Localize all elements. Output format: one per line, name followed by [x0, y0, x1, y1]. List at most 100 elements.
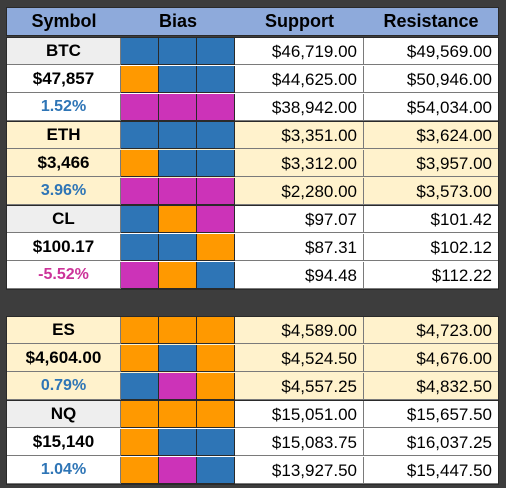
resistance-cell[interactable]: $15,657.50 [364, 401, 498, 428]
bias-cell-orange[interactable] [159, 206, 197, 233]
support-cell[interactable]: $4,557.25 [235, 373, 364, 400]
bias-cell-blue[interactable] [121, 373, 159, 400]
resistance-cell[interactable]: $4,832.50 [364, 373, 498, 400]
bias-cell-orange[interactable] [197, 373, 235, 400]
bias-cell-magenta[interactable] [159, 178, 197, 205]
bias-cell-blue[interactable] [159, 122, 197, 149]
support-cell[interactable]: $4,589.00 [235, 317, 364, 344]
symbol-cell[interactable]: CL [7, 206, 121, 233]
bias-cell-orange[interactable] [121, 317, 159, 344]
resistance-cell[interactable]: $101.42 [364, 206, 498, 233]
resistance-cell[interactable]: $112.22 [364, 262, 498, 289]
bias-cell-blue[interactable] [197, 150, 235, 177]
symbol-cell[interactable]: BTC [7, 38, 121, 65]
table-row: $3,466 $3,312.00 $3,957.00 [7, 150, 498, 177]
price-cell[interactable]: $3,466 [7, 150, 121, 177]
change-cell[interactable]: -5.52% [7, 262, 121, 289]
bias-cell-blue[interactable] [159, 38, 197, 65]
price-cell[interactable]: $15,140 [7, 429, 121, 456]
table-row: -5.52% $94.48 $112.22 [7, 262, 498, 289]
bias-cell-magenta[interactable] [159, 94, 197, 121]
bias-cell-blue[interactable] [197, 66, 235, 93]
support-cell[interactable]: $3,312.00 [235, 150, 364, 177]
support-cell[interactable]: $4,524.50 [235, 345, 364, 372]
bias-cell-magenta[interactable] [159, 457, 197, 484]
bias-cell-magenta[interactable] [197, 206, 235, 233]
bias-cell-orange[interactable] [121, 401, 159, 428]
support-cell[interactable]: $46,719.00 [235, 38, 364, 65]
resistance-cell[interactable]: $15,447.50 [364, 457, 498, 484]
bias-cell-blue[interactable] [159, 345, 197, 372]
support-cell[interactable]: $94.48 [235, 262, 364, 289]
support-cell[interactable]: $38,942.00 [235, 94, 364, 121]
price-cell[interactable]: $47,857 [7, 66, 121, 93]
symbol-group: CL $97.07 $101.42 $100.17 $87.31 $102.12 -5.52… [6, 205, 499, 290]
bias-cell-orange[interactable] [197, 401, 235, 428]
bias-cell-orange[interactable] [197, 234, 235, 261]
bias-cell-blue[interactable] [159, 429, 197, 456]
bias-cell-blue[interactable] [121, 38, 159, 65]
symbol-cell[interactable]: ES [7, 317, 121, 344]
bias-cell-orange[interactable] [197, 345, 235, 372]
support-cell[interactable]: $3,351.00 [235, 122, 364, 149]
bias-cell-blue[interactable] [121, 234, 159, 261]
table-row: ES $4,589.00 $4,723.00 [7, 317, 498, 344]
bias-cell-orange[interactable] [197, 317, 235, 344]
support-cell[interactable]: $13,927.50 [235, 457, 364, 484]
bias-cell-blue[interactable] [197, 429, 235, 456]
bias-cell-orange[interactable] [159, 317, 197, 344]
bias-cell-orange[interactable] [159, 401, 197, 428]
bias-cell-orange[interactable] [121, 429, 159, 456]
bias-cell-orange[interactable] [159, 262, 197, 289]
bias-cell-orange[interactable] [121, 457, 159, 484]
change-cell[interactable]: 1.04% [7, 457, 121, 484]
change-cell[interactable]: 1.52% [7, 94, 121, 121]
header-symbol[interactable]: Symbol [31, 11, 97, 31]
bias-cell-magenta[interactable] [121, 94, 159, 121]
bias-cell-blue[interactable] [197, 38, 235, 65]
bias-cell-blue[interactable] [197, 122, 235, 149]
support-cell[interactable]: $15,083.75 [235, 429, 364, 456]
bias-cell-magenta[interactable] [159, 373, 197, 400]
resistance-cell[interactable]: $4,723.00 [364, 317, 498, 344]
bias-cell-blue[interactable] [159, 150, 197, 177]
symbol-cell[interactable]: NQ [7, 401, 121, 428]
bias-cell-blue[interactable] [121, 122, 159, 149]
support-cell[interactable]: $2,280.00 [235, 178, 364, 205]
bias-cell-magenta[interactable] [197, 178, 235, 205]
bias-cell-orange[interactable] [121, 150, 159, 177]
bias-cell-blue[interactable] [197, 262, 235, 289]
resistance-cell[interactable]: $102.12 [364, 234, 498, 261]
header-bias[interactable]: Bias [158, 11, 198, 31]
price-cell[interactable]: $4,604.00 [7, 345, 121, 372]
header-support[interactable]: Support [265, 11, 334, 31]
bias-cell-magenta[interactable] [197, 94, 235, 121]
resistance-cell[interactable]: $16,037.25 [364, 429, 498, 456]
bias-cell-magenta[interactable] [121, 178, 159, 205]
table-row: $47,857 $44,625.00 $50,946.00 [7, 66, 498, 93]
header-resistance[interactable]: Resistance [383, 11, 479, 31]
bias-cell-orange[interactable] [121, 345, 159, 372]
resistance-cell[interactable]: $4,676.00 [364, 345, 498, 372]
support-cell[interactable]: $87.31 [235, 234, 364, 261]
symbol-cell[interactable]: ETH [7, 122, 121, 149]
bias-cell-magenta[interactable] [121, 262, 159, 289]
change-cell[interactable]: 0.79% [7, 373, 121, 400]
bias-cell-blue[interactable] [197, 457, 235, 484]
resistance-cell[interactable]: $54,034.00 [364, 94, 498, 121]
change-cell[interactable]: 3.96% [7, 178, 121, 205]
bias-cell-blue[interactable] [159, 66, 197, 93]
price-cell[interactable]: $100.17 [7, 234, 121, 261]
support-cell[interactable]: $15,051.00 [235, 401, 364, 428]
resistance-cell[interactable]: $3,573.00 [364, 178, 498, 205]
resistance-cell[interactable]: $49,569.00 [364, 38, 498, 65]
table-row: 3.96% $2,280.00 $3,573.00 [7, 178, 498, 205]
bias-cell-orange[interactable] [121, 66, 159, 93]
support-cell[interactable]: $97.07 [235, 206, 364, 233]
resistance-cell[interactable]: $3,624.00 [364, 122, 498, 149]
bias-cell-blue[interactable] [159, 234, 197, 261]
bias-cell-blue[interactable] [121, 206, 159, 233]
resistance-cell[interactable]: $3,957.00 [364, 150, 498, 177]
resistance-cell[interactable]: $50,946.00 [364, 66, 498, 93]
support-cell[interactable]: $44,625.00 [235, 66, 364, 93]
